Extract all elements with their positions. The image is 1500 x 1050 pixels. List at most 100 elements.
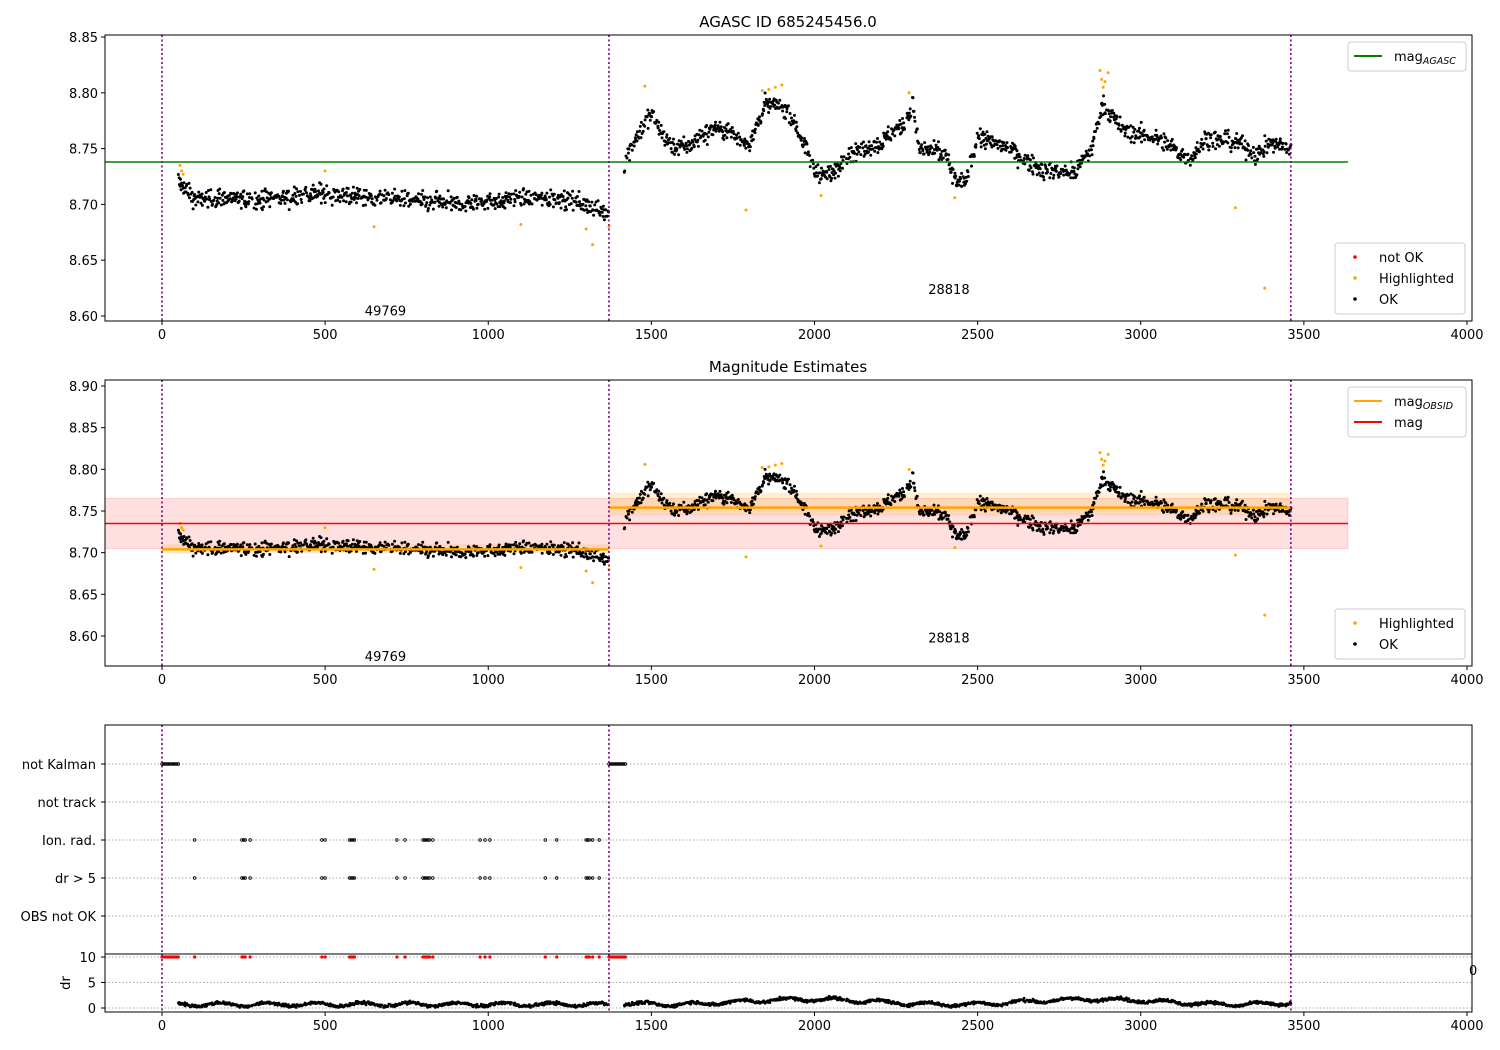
not-kalman-point bbox=[163, 762, 167, 766]
ok-point bbox=[966, 170, 970, 174]
ok-point bbox=[490, 198, 494, 202]
dr-point bbox=[287, 1003, 290, 1007]
ok-point bbox=[1283, 510, 1287, 514]
not-kalman-point bbox=[615, 762, 619, 766]
ok-point bbox=[710, 124, 714, 128]
ok-point bbox=[763, 467, 767, 471]
ok-point bbox=[1169, 510, 1173, 514]
ok-point bbox=[659, 492, 663, 496]
ok-point bbox=[319, 182, 323, 186]
x-tick-label: 3500 bbox=[1287, 673, 1320, 688]
ok-point bbox=[892, 128, 896, 132]
ok-point bbox=[1139, 489, 1143, 493]
ok-point bbox=[431, 554, 435, 558]
ok-point bbox=[926, 145, 930, 149]
y-tick-label: 8.65 bbox=[69, 254, 98, 269]
ok-point bbox=[588, 204, 592, 208]
ok-point bbox=[1048, 176, 1052, 180]
dr-point bbox=[842, 998, 846, 1001]
highlighted-point bbox=[760, 89, 764, 93]
ok-point bbox=[643, 124, 647, 128]
ok-point bbox=[553, 198, 557, 202]
ok-point bbox=[217, 550, 221, 553]
ok-point bbox=[296, 550, 299, 554]
ion-rad-point bbox=[478, 838, 482, 842]
ok-point bbox=[293, 543, 297, 546]
ok-point bbox=[213, 196, 217, 199]
ok-point bbox=[314, 541, 318, 545]
ok-point bbox=[890, 127, 893, 131]
ok-point bbox=[1262, 150, 1266, 154]
dr-gt5-point bbox=[352, 876, 357, 880]
ion-rad-point bbox=[543, 838, 548, 842]
ok-point bbox=[650, 485, 654, 489]
ok-point bbox=[437, 204, 441, 208]
ok-point bbox=[1183, 153, 1187, 156]
dr-point bbox=[404, 1000, 407, 1003]
ok-point bbox=[750, 499, 754, 503]
ok-point bbox=[391, 199, 395, 203]
ok-point bbox=[549, 540, 553, 544]
ok-point bbox=[908, 107, 912, 111]
ok-point bbox=[299, 198, 303, 201]
dr-gt5-point bbox=[349, 876, 353, 880]
ok-point bbox=[816, 529, 819, 533]
ok-point bbox=[1116, 127, 1120, 131]
ok-point bbox=[646, 494, 650, 498]
ok-point bbox=[639, 489, 643, 493]
ok-point bbox=[327, 542, 331, 546]
ok-point bbox=[475, 554, 479, 557]
highlighted-point bbox=[1098, 68, 1102, 72]
highlighted-point bbox=[178, 163, 182, 167]
ok-point bbox=[502, 199, 506, 203]
ok-point bbox=[646, 108, 650, 112]
highlighted-point bbox=[584, 227, 588, 231]
ok-point bbox=[762, 481, 766, 485]
ok-point bbox=[593, 551, 597, 555]
x-tick-label: 4000 bbox=[1450, 328, 1483, 343]
ok-point bbox=[1027, 525, 1031, 529]
ok-point bbox=[1035, 173, 1039, 177]
ok-point bbox=[795, 493, 799, 497]
ok-point bbox=[675, 147, 679, 151]
ok-point bbox=[787, 121, 791, 125]
ok-point bbox=[283, 201, 287, 205]
ok-point bbox=[1097, 122, 1101, 126]
ok-point bbox=[475, 194, 479, 198]
ok-point bbox=[1217, 137, 1220, 141]
ok-point bbox=[1263, 499, 1267, 503]
dr-point bbox=[623, 1004, 627, 1008]
ok-point bbox=[886, 496, 890, 500]
y-tick-label: 8.65 bbox=[69, 588, 98, 603]
ok-point bbox=[486, 554, 490, 558]
ok-point bbox=[260, 541, 264, 545]
ok-point bbox=[1071, 176, 1075, 180]
ion-rad-point bbox=[427, 838, 432, 842]
ok-point bbox=[1090, 153, 1094, 157]
ok-point bbox=[998, 503, 1001, 507]
ok-point bbox=[411, 199, 415, 203]
obsid-label: 49769 bbox=[365, 304, 406, 319]
ok-point bbox=[827, 168, 831, 171]
axes-frame bbox=[104, 379, 1473, 667]
ok-point bbox=[867, 140, 871, 144]
ok-point bbox=[253, 542, 257, 546]
ok-point bbox=[212, 198, 216, 202]
ok-point bbox=[939, 514, 943, 518]
ok-point bbox=[472, 194, 476, 197]
dr-tick-label: 10 bbox=[79, 951, 96, 966]
ok-point bbox=[325, 184, 329, 188]
ok-point bbox=[800, 136, 804, 140]
ok-point bbox=[1123, 134, 1127, 138]
legend-label-Highlighted: Highlighted bbox=[1379, 272, 1454, 287]
not-kalman-point bbox=[174, 762, 179, 766]
ok-point bbox=[685, 512, 689, 516]
ok-point bbox=[982, 503, 986, 507]
ok-point bbox=[493, 554, 497, 558]
ok-point bbox=[773, 103, 777, 107]
ok-point bbox=[873, 149, 877, 153]
ok-point bbox=[197, 542, 201, 545]
ok-point bbox=[898, 488, 902, 492]
ok-point bbox=[311, 183, 315, 187]
ok-point bbox=[1006, 146, 1009, 150]
